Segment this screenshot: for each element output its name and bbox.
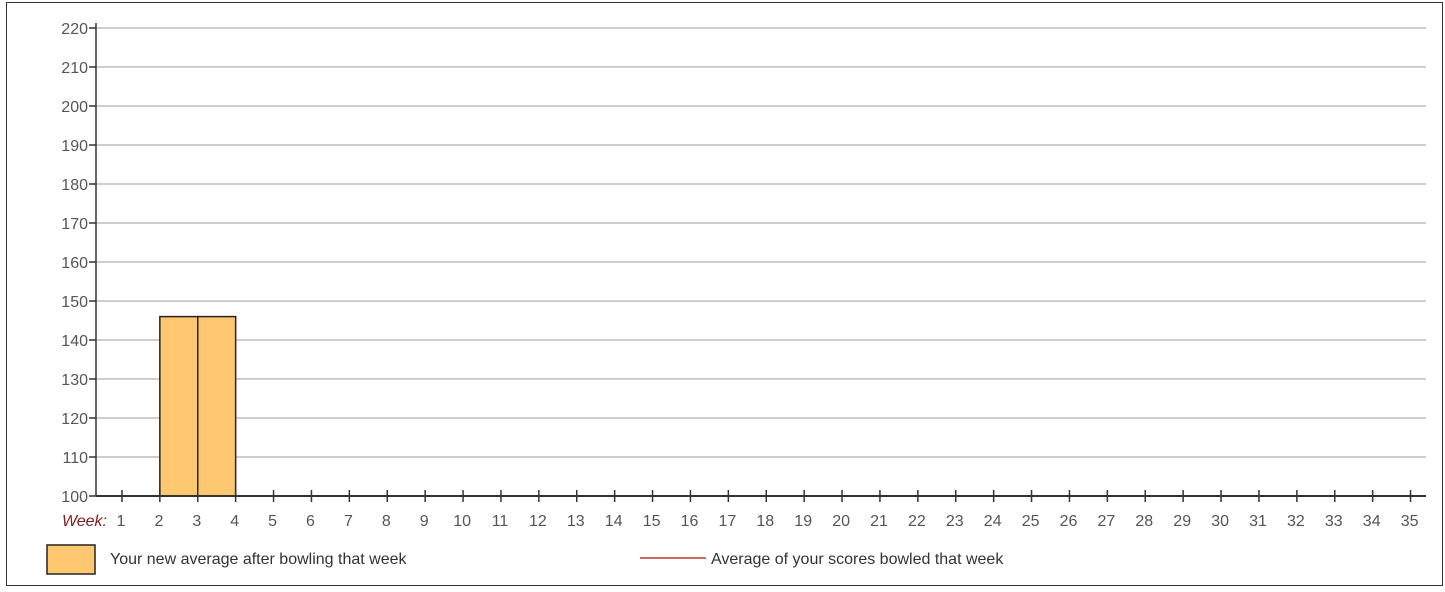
x-tick-label-31: 31 [1249, 513, 1267, 530]
x-tick-label-29: 29 [1173, 513, 1191, 530]
x-tick-label-35: 35 [1401, 513, 1419, 530]
x-tick-label-16: 16 [681, 513, 699, 530]
bar-week-2 [160, 317, 198, 496]
x-tick-labels: Week: 1234567891011121314151617181920212… [62, 513, 1419, 530]
x-tick-label-12: 12 [529, 513, 547, 530]
x-tick-label-14: 14 [605, 513, 623, 530]
grid-lines [96, 28, 1426, 457]
y-tick-label-160: 160 [61, 255, 88, 272]
y-tick-labels: 100 110 120 130 140 150 160 170 180 190 200 210 220 [61, 21, 88, 506]
y-tick-label-190: 190 [61, 138, 88, 155]
chart-frame: 100110120130140150160170180190200210220 … [6, 2, 1443, 586]
x-tick-label-22: 22 [908, 513, 926, 530]
x-tick-label-7: 7 [344, 513, 353, 530]
x-tick-label-26: 26 [1060, 513, 1078, 530]
legend-bar-label: Your new average after bowling that week [110, 551, 407, 568]
x-axis-label: Week: [62, 513, 107, 530]
bowling-average-chart: 100110120130140150160170180190200210220 … [7, 3, 1444, 587]
y-tick-label-140: 140 [61, 333, 88, 350]
x-tick-label-30: 30 [1211, 513, 1229, 530]
y-tick-label-130: 130 [61, 372, 88, 389]
x-tick-label-6: 6 [306, 513, 315, 530]
x-tick-label-8: 8 [382, 513, 391, 530]
x-tick-label-25: 25 [1022, 513, 1040, 530]
y-tick-label-220: 220 [61, 21, 88, 38]
x-tick-label-5: 5 [268, 513, 277, 530]
x-tick-label-11: 11 [492, 513, 509, 530]
x-tick-label-4: 4 [230, 513, 239, 530]
x-tick-label-17: 17 [719, 513, 737, 530]
y-tick-label-150: 150 [61, 294, 88, 311]
legend: Your new average after bowling that week… [47, 545, 1004, 574]
y-tick-label-170: 170 [61, 216, 88, 233]
x-tick-label-20: 20 [832, 513, 850, 530]
x-tick-label-9: 9 [420, 513, 429, 530]
x-tick-label-1: 1 [117, 513, 126, 530]
bar-series [160, 317, 236, 496]
x-tick-label-27: 27 [1098, 513, 1116, 530]
x-tick-label-32: 32 [1287, 513, 1305, 530]
y-tick-label-100: 100 [61, 489, 88, 506]
y-tick-label-200: 200 [61, 99, 88, 116]
x-tick-label-2: 2 [154, 513, 163, 530]
x-tick-label-24: 24 [984, 513, 1002, 530]
x-tick-label-28: 28 [1135, 513, 1153, 530]
bar-week-3 [198, 317, 236, 496]
x-tick-label-18: 18 [756, 513, 774, 530]
x-tick-label-10: 10 [453, 513, 471, 530]
x-tick-label-34: 34 [1363, 513, 1381, 530]
x-tick-label-15: 15 [643, 513, 661, 530]
y-tick-label-110: 110 [62, 450, 88, 467]
x-tick-label-23: 23 [946, 513, 964, 530]
x-tick-label-13: 13 [567, 513, 585, 530]
legend-line-label: Average of your scores bowled that week [711, 551, 1004, 568]
y-tick-label-210: 210 [61, 60, 88, 77]
y-tick-label-120: 120 [61, 411, 88, 428]
x-tick-label-3: 3 [192, 513, 201, 530]
x-tick-label-19: 19 [794, 513, 812, 530]
legend-bar-swatch [47, 545, 95, 574]
x-tick-label-21: 21 [870, 513, 888, 530]
y-tick-label-180: 180 [61, 177, 88, 194]
x-tick-label-33: 33 [1325, 513, 1343, 530]
